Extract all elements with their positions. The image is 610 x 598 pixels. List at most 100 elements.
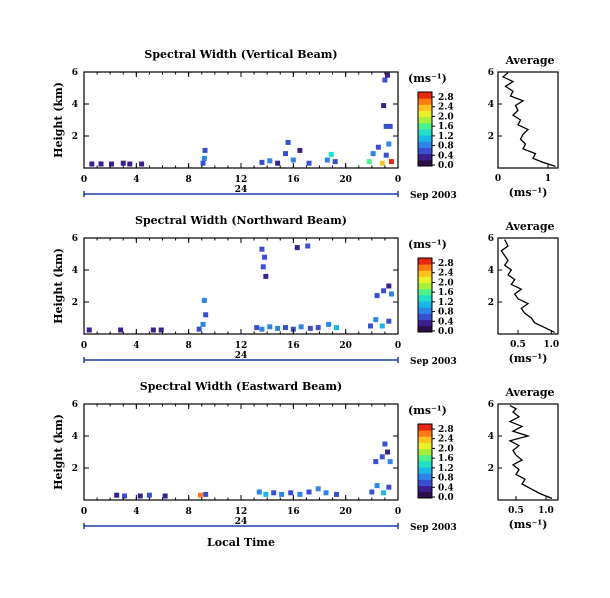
x-tick-label: 8 (186, 507, 192, 517)
heatmap-cell (162, 493, 168, 499)
date-label: Sep 2003 (410, 357, 457, 367)
heatmap-title: Spectral Width (Vertical Beam) (144, 48, 337, 61)
heatmap-cell (279, 491, 285, 497)
average-frame (497, 237, 559, 335)
heatmap-cell (259, 326, 265, 332)
colorbar-segment (418, 153, 432, 161)
colorbar-segment (418, 122, 432, 130)
colorbar-unit: (ms⁻¹) (408, 238, 447, 251)
heatmap-cell (368, 323, 374, 329)
heatmap-frame (83, 403, 399, 501)
colorbar-segment (418, 307, 432, 314)
heatmap-cell (334, 325, 340, 331)
colorbar-tick-label: 2.0 (438, 278, 454, 288)
heatmap-cell (374, 293, 380, 299)
heatmap-cell (385, 449, 391, 455)
colorbar-segment (418, 454, 432, 462)
y-tick-label: 6 (72, 234, 78, 244)
average-y-tick-label: 4 (488, 432, 494, 442)
colorbar-unit: (ms⁻¹) (408, 404, 447, 417)
heatmap-cell (263, 491, 269, 497)
colorbar-segment (418, 473, 432, 480)
heatmap-cell (118, 327, 124, 333)
colorbar-segment (418, 147, 432, 155)
colorbar-segment (418, 159, 432, 167)
colorbar-segment (418, 258, 432, 265)
average-frame (497, 403, 559, 501)
average-y-tick-label: 2 (488, 132, 494, 142)
y-tick-label: 4 (72, 100, 78, 110)
average-x-axis-label: (ms⁻¹) (509, 186, 548, 199)
average-x-tick-label: 1.0 (543, 340, 559, 350)
y-axis-label: Height (km) (52, 248, 65, 324)
heatmap-cell (158, 327, 164, 333)
colorbar-segment (418, 461, 432, 468)
heatmap-cell (306, 160, 312, 166)
colorbar-segment (418, 424, 432, 431)
heatmap-cell (334, 491, 340, 497)
average-x-tick-label: 0.5 (508, 506, 524, 516)
x-tick-label: 20 (339, 175, 352, 185)
average-x-axis-label: (ms⁻¹) (509, 352, 548, 365)
heatmap-cell (282, 325, 288, 331)
heatmap-cell (382, 77, 388, 83)
colorbar-segment (418, 295, 432, 302)
heatmap-cell (306, 489, 312, 495)
colorbar-tick-label: 2.4 (438, 103, 454, 113)
colorbar-segment (418, 264, 432, 271)
date-marker: 24 (235, 517, 248, 527)
heatmap-cell (307, 325, 313, 331)
heatmap-cell (203, 312, 209, 318)
heatmap-cell (196, 326, 202, 332)
colorbar-segment (418, 276, 432, 284)
colorbar-tick-label: 0.0 (438, 493, 454, 503)
heatmap-cell (332, 159, 338, 165)
heatmap-cell (200, 160, 206, 166)
date-marker: 24 (235, 351, 248, 361)
date-marker: 24 (235, 185, 248, 195)
y-axis-label: Height (km) (52, 82, 65, 158)
heatmap-cell (388, 291, 394, 297)
colorbar-tick-label: 1.6 (438, 454, 454, 464)
heatmap-cell (297, 491, 303, 497)
y-axis-label: Height (km) (52, 414, 65, 490)
colorbar-segment (418, 288, 432, 296)
heatmap-cell (366, 159, 372, 165)
average-y-tick-label: 4 (488, 266, 494, 276)
colorbar-tick-label: 2.4 (438, 435, 454, 445)
heatmap-cell (375, 144, 381, 150)
heatmap-cell (127, 161, 133, 167)
date-label: Sep 2003 (410, 523, 457, 533)
x-tick-label: 12 (235, 175, 248, 185)
average-title: Average (504, 54, 554, 67)
colorbar-segment (418, 135, 432, 142)
colorbar-tick-label: 0.4 (438, 317, 454, 327)
heatmap-cell (139, 161, 145, 167)
average-y-tick-label: 2 (488, 298, 494, 308)
heatmap-cell (379, 454, 385, 460)
heatmap-frame (83, 237, 399, 335)
heatmap-cell (386, 141, 392, 147)
colorbar-tick-label: 2.0 (438, 444, 454, 454)
heatmap-cell (86, 327, 92, 333)
average-x-axis-label: (ms⁻¹) (509, 518, 548, 531)
heatmap-cell (200, 321, 206, 327)
colorbar-tick-label: 1.2 (438, 464, 454, 474)
y-tick-label: 6 (72, 400, 78, 410)
heatmap-cell (326, 321, 332, 327)
colorbar-tick-label: 0.4 (438, 151, 454, 161)
x-tick-label: 20 (339, 341, 352, 351)
colorbar-segment (418, 141, 432, 148)
heatmap-cell (275, 325, 281, 331)
colorbar-segment (418, 491, 432, 499)
average-title: Average (504, 386, 554, 399)
colorbar-segment (418, 448, 432, 456)
x-axis-label: Local Time (207, 536, 275, 549)
colorbar-frame (417, 257, 433, 333)
heatmap-cell (122, 493, 128, 499)
colorbar-tick-label: 0.0 (438, 161, 454, 171)
y-tick-label: 4 (72, 266, 78, 276)
heatmap-cell (323, 490, 329, 496)
colorbar-tick-label: 2.8 (438, 425, 454, 435)
heatmap-cell (259, 246, 265, 252)
